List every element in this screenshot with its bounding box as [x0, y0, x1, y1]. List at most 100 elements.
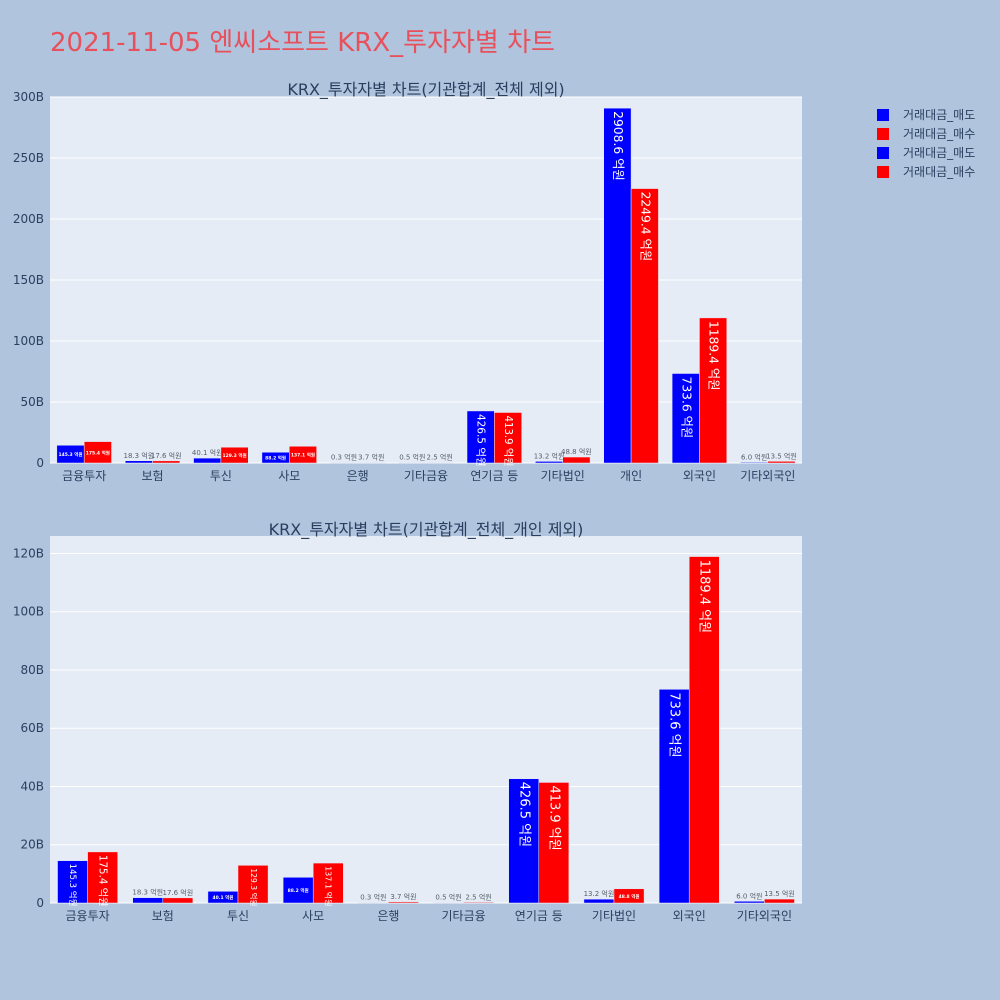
data-label: 1189.4 억원: [707, 321, 721, 391]
bar: [562, 456, 591, 464]
legend-swatch: [877, 166, 889, 178]
x-tick-label: 금융투자: [66, 909, 110, 923]
bar: [193, 457, 222, 464]
data-label: 2249.4 억원: [638, 192, 652, 262]
y-tick-label: 300B: [13, 90, 44, 104]
bar: [538, 782, 570, 904]
x-tick-label: 외국인: [683, 469, 716, 483]
data-label: 17.6 억원: [151, 451, 182, 460]
y-tick-label: 150B: [13, 273, 44, 287]
bar: [463, 902, 494, 904]
x-tick-label: 기타외국인: [737, 909, 792, 923]
data-label: 137.1 억원: [291, 452, 315, 459]
bar: [132, 897, 164, 904]
bar: [764, 898, 795, 904]
bar: [535, 461, 563, 464]
x-tick-label: 은행: [377, 908, 399, 923]
x-tick-label: 기타법인: [541, 469, 585, 483]
bar: [57, 860, 88, 904]
data-label: 413.9 억원: [546, 785, 561, 850]
bar: [312, 862, 344, 904]
bar: [358, 902, 389, 904]
data-label: 88.2 억원: [288, 887, 309, 894]
y-tick-label: 120B: [13, 546, 44, 560]
bar: [613, 888, 645, 904]
x-tick-label: 외국인: [673, 909, 706, 923]
x-tick-label: 연기금 등: [515, 909, 563, 923]
data-label: 413.9 억원: [502, 416, 514, 467]
bar: [330, 462, 358, 464]
y-tick-label: 200B: [13, 212, 44, 226]
legend-label: 거래대금_매도: [903, 146, 975, 160]
data-label: 13.2 억원: [584, 889, 615, 898]
bar: [508, 778, 540, 904]
x-tick-label: 금융투자: [62, 469, 106, 483]
x-tick-label: 기타금융: [404, 469, 448, 483]
y-tick-label: 250B: [13, 151, 44, 165]
bar: [583, 898, 615, 904]
data-label: 3.7 억원: [358, 453, 384, 462]
y-tick-label: 50B: [20, 395, 44, 409]
page-title: 2021-11-05 엔씨소프트 KRX_투자자별 차트: [50, 28, 555, 58]
bar: [83, 441, 112, 464]
bar: [237, 865, 269, 904]
y-tick-label: 60B: [20, 721, 44, 735]
x-tick-label: 기타금융: [442, 909, 486, 923]
bar: [388, 901, 419, 904]
legend-swatch: [877, 147, 889, 159]
bar: [289, 446, 317, 464]
bar: [734, 901, 765, 904]
y-tick-label: 100B: [13, 334, 44, 348]
y-tick-label: 20B: [20, 838, 44, 852]
x-tick-label: 사모: [302, 909, 324, 923]
x-tick-label: 보험: [152, 909, 174, 923]
data-label: 18.3 억원: [132, 888, 163, 897]
data-label: 1189.4 억원: [697, 560, 712, 634]
data-label: 733.6 억원: [667, 692, 682, 757]
bar: [466, 410, 495, 464]
data-label: 0.3 억원: [331, 453, 357, 462]
data-label: 6.0 억원: [741, 452, 767, 461]
y-tick-label: 80B: [20, 663, 44, 677]
y-tick-label: 0: [36, 896, 44, 910]
data-label: 137.1 억원: [324, 866, 334, 906]
bar: [282, 877, 314, 904]
data-label: 426.5 억원: [475, 414, 487, 467]
x-tick-label: 연기금 등: [470, 469, 518, 483]
data-label: 6.0 억원: [736, 891, 762, 900]
y-tick-label: 100B: [13, 605, 44, 619]
x-tick-label: 개인: [620, 469, 642, 483]
x-tick-label: 은행: [347, 468, 369, 483]
data-label: 733.6 억원: [679, 377, 693, 439]
bar: [630, 188, 659, 464]
data-label: 0.3 억원: [360, 893, 386, 902]
bar: [124, 460, 153, 464]
legend-label: 거래대금_매수: [903, 165, 975, 179]
data-label: 129.3 억원: [223, 452, 247, 459]
chart-title: KRX_투자자별 차트(기관합계_전체 제외): [287, 80, 564, 100]
data-label: 13.5 억원: [764, 889, 795, 898]
x-tick-label: 보험: [141, 469, 163, 483]
bar: [152, 460, 181, 464]
bar: [398, 462, 427, 464]
data-label: 2908.6 억원: [611, 111, 625, 181]
chart-1: 0 50B 100B 150B 200B 250B 300B KRX_투자자별 차트(기관합계…: [13, 80, 802, 483]
data-label: 175.4 억원: [97, 855, 109, 907]
y-tick-label: 0: [36, 456, 44, 470]
data-label: 40.1 억원: [212, 894, 233, 901]
bar: [162, 897, 194, 904]
y-tick-label: 40B: [20, 779, 44, 793]
bar: [433, 902, 464, 904]
data-label: 0.5 억원: [435, 893, 461, 902]
x-tick-label: 투신: [227, 909, 249, 923]
data-label: 426.5 억원: [516, 782, 531, 847]
x-tick-label: 사모: [278, 469, 300, 483]
chart-title: KRX_투자자별 차트(기관합계_전체_개인 제외): [269, 520, 584, 540]
bar: [425, 462, 454, 464]
data-label: 18.3 억원: [124, 451, 155, 460]
bar: [603, 107, 632, 464]
data-label: 48.8 억원: [619, 893, 640, 900]
legend-label: 거래대금_매도: [903, 108, 975, 122]
